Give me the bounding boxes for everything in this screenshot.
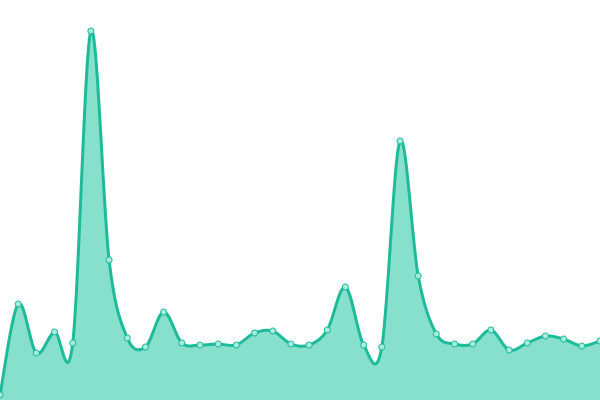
data-point (523, 339, 531, 347)
data-point (560, 335, 568, 343)
data-point (0, 391, 4, 399)
data-point (305, 341, 313, 349)
area-fill (0, 30, 600, 400)
data-point (14, 300, 22, 308)
data-point (87, 27, 95, 35)
data-point (578, 342, 586, 350)
data-point (178, 339, 186, 347)
data-point (51, 328, 59, 336)
data-point (469, 340, 477, 348)
data-point (251, 329, 259, 337)
data-point (69, 339, 77, 347)
data-point (541, 332, 549, 340)
data-point (323, 326, 331, 334)
data-point (105, 256, 113, 264)
data-point (123, 334, 131, 342)
data-point (487, 326, 495, 334)
data-point (214, 340, 222, 348)
data-point (160, 308, 168, 316)
data-point (360, 341, 368, 349)
data-point (141, 343, 149, 351)
data-point (432, 330, 440, 338)
data-point (378, 343, 386, 351)
data-point (232, 341, 240, 349)
data-point (341, 283, 349, 291)
data-point (596, 337, 600, 345)
data-point (32, 349, 40, 357)
data-point (505, 346, 513, 354)
data-point (287, 340, 295, 348)
data-point (414, 272, 422, 280)
data-point (269, 327, 277, 335)
data-point (451, 340, 459, 348)
data-point (396, 137, 404, 145)
data-point (196, 341, 204, 349)
